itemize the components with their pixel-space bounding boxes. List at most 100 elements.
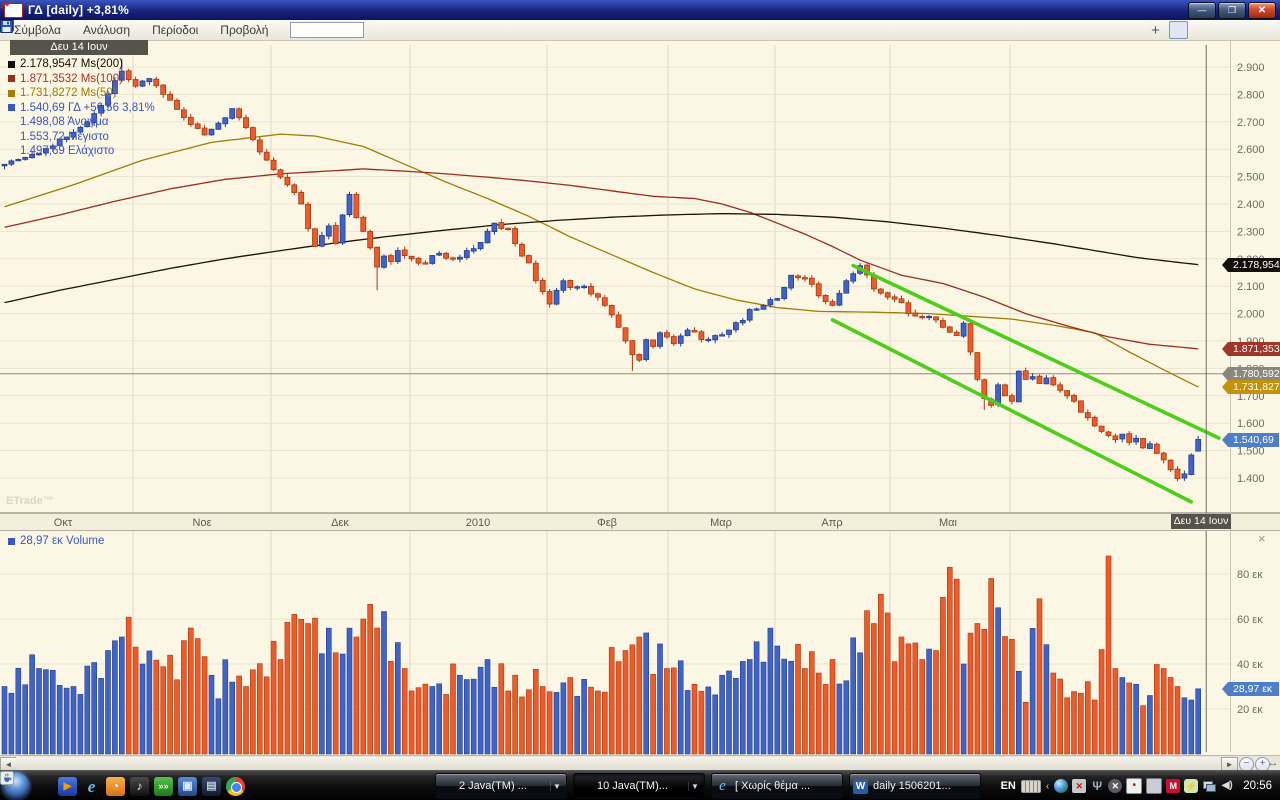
quick-launch-music-player-icon[interactable]: ♪ (130, 776, 149, 796)
volume-chart-canvas: 80 εκ 60 εκ 40 εκ 20 εκ (0, 531, 1263, 755)
quick-launch-chrome-icon[interactable] (226, 776, 245, 796)
zoom-out-button[interactable]: − (1239, 757, 1254, 772)
chart-legend: 2.178,9547 Ms(200) 1.871,3532 Ms(100) 1.73… (8, 57, 155, 159)
fit-width-button[interactable]: ↔ (1267, 757, 1279, 769)
y-tick-label: 2.800 (1237, 89, 1265, 101)
tray-collapse-icon[interactable]: ‹ (1045, 780, 1050, 792)
dots-grid-tool-icon[interactable] (1, 21, 1232, 38)
legend-text: 1.553,72 Μέγιστο (20, 130, 109, 143)
watermark: ETrade™ (6, 495, 54, 507)
legend-line: 1.540,69 ΓΔ +56,56 3,81% (8, 101, 155, 116)
taskbar-window-button[interactable]: 2 Java(TM) ... ▼ (0, 771, 567, 799)
x-axis-label: Δεκ (331, 517, 349, 529)
y-tick-label: 2.100 (1237, 281, 1265, 293)
system-tray: EN ‹ ✕ Ψ ✕ • M ⚡ ◀) 20:56 (995, 776, 1280, 796)
quick-launch-media-player-icon[interactable]: ▶ (58, 776, 77, 796)
tray-network-icon[interactable] (1202, 779, 1217, 793)
legend-text: 1.498,08 Άνοιγμα (20, 116, 109, 128)
candles (1, 59, 1202, 482)
quick-launch-console-icon[interactable]: ▤ (202, 776, 221, 796)
taskbar-windows: 2 Java(TM) ... ▼ 10 Java(TM)... ▼ e [ Χωρίς θ… (0, 771, 981, 799)
volume-swatch (8, 537, 15, 545)
volume-pane[interactable]: 80 εκ 60 εκ 40 εκ 20 εκ 28,97 εκ Volume × 2… (0, 530, 1280, 756)
search-icon[interactable] (1, 21, 386, 37)
minimize-button[interactable]: — (1188, 1, 1216, 19)
tray-battery-icon[interactable]: ⚡ (1184, 779, 1199, 793)
tray-monitor-alert-icon[interactable]: • (1126, 778, 1143, 794)
save-icon[interactable] (0, 20, 1276, 38)
horizontal-scrollbar[interactable]: ◄ ► − + ↔ (0, 755, 1280, 772)
legend-swatch (8, 104, 15, 112)
tray-display-icon[interactable] (1146, 778, 1163, 794)
menu-analysis[interactable]: Ανάλυση (83, 23, 131, 37)
y-tick-label: 2.000 (1237, 309, 1265, 321)
price-axis-badge: 1.780,592 (1222, 366, 1280, 381)
taskbar-window-label: [ Χωρίς θέμα ... (735, 780, 811, 792)
app-chart-icon (0, 0, 23, 18)
x-axis-label: Απρ (821, 517, 842, 529)
title-bar: ΓΔ [daily] +3,81% — ❐ ✕ (0, 0, 1280, 20)
menu-symbols[interactable]: Σύμβολα (14, 23, 61, 37)
tray-updater-icon[interactable] (1054, 779, 1069, 793)
y-tick-label: 2.400 (1237, 199, 1265, 211)
legend-swatch (8, 60, 15, 68)
quick-launch-green-audio-icon[interactable]: »» (154, 776, 173, 796)
taskbar-window-button[interactable]: e [ Χωρίς θέμα ... (711, 773, 843, 799)
tray-speaker-icon[interactable]: ◀) (1221, 780, 1233, 791)
quick-launch-internet-explorer-icon[interactable]: e (87, 776, 96, 796)
x-axis-label: Νοε (193, 517, 212, 529)
trendline-tool-icon[interactable] (0, 21, 1210, 38)
taskbar-clock[interactable]: 20:56 (1243, 780, 1272, 792)
legend-text: 2.178,9547 Ms(200) (20, 58, 123, 70)
legend-swatch (8, 89, 15, 97)
pointer-tool-icon[interactable] (0, 20, 1142, 38)
cursor-date-axis-badge: Δευ 14 Ιουν (1171, 514, 1231, 529)
menu-periods[interactable]: Περίοδοι (152, 23, 199, 37)
language-indicator[interactable]: EN (1000, 780, 1016, 792)
keyboard-icon[interactable] (1020, 779, 1041, 793)
scrollbar-track[interactable] (16, 757, 1220, 770)
legend-line: 1.871,3532 Ms(100) (8, 72, 155, 87)
chart-tool-icon[interactable] (0, 20, 1254, 38)
legend-line: 1.498,08 Άνοιγμα (8, 115, 155, 130)
drawing-toolbar: + (0, 20, 1280, 39)
legend-line: 1.731,8272 Ms(50) (8, 86, 155, 101)
legend-swatch (8, 75, 15, 83)
pane-close-icon[interactable]: × (1258, 531, 1266, 546)
tray-blocked-icon[interactable]: ✕ (1108, 779, 1123, 793)
taskbar: ▶ e ◔ ♪»» ▣ ▤ 2 Java(TM) ... ▼ 10 Java(TM)... ▼ e… (0, 770, 1280, 800)
tray-wireless-icon[interactable]: Ψ (1092, 779, 1103, 793)
tray-shield-error-icon[interactable]: ✕ (1072, 779, 1087, 793)
legend-line: 2.178,9547 Ms(200) (8, 57, 155, 72)
window-title: ΓΔ [daily] +3,81% (28, 3, 129, 17)
restore-button[interactable]: ❐ (1218, 1, 1246, 19)
y-tick-label: 1.400 (1237, 473, 1265, 485)
tray-mcafee-icon[interactable]: M (1166, 779, 1181, 793)
ma-line-Ms(50) (4, 133, 1199, 388)
crosshair-tool-icon[interactable]: + (1151, 21, 1160, 39)
legend-text: 1.497,69 Ελάχιστο (20, 145, 115, 157)
y-tick-label: 1.500 (1237, 446, 1265, 458)
y-tick-label: 2.600 (1237, 144, 1265, 156)
price-axis-badge: 1.731,827 (1222, 380, 1280, 395)
taskbar-window-label: daily 1506201... (873, 780, 951, 792)
volume-tick-label: 80 εκ (1237, 569, 1263, 581)
close-button[interactable]: ✕ (1248, 1, 1276, 19)
taskbar-window-button[interactable]: 10 Java(TM)... ▼ (0, 771, 705, 799)
menu-view[interactable]: Προβολή (220, 23, 269, 37)
quick-launch-remote-windows-icon[interactable]: ▣ (178, 776, 197, 796)
legend-text: 1.731,8272 Ms(50) (20, 87, 117, 99)
taskbar-window-label: 2 Java(TM) ... (459, 780, 527, 792)
grid-tool-icon[interactable] (0, 20, 1188, 39)
price-axis-badge: 2.178,954 (1222, 257, 1280, 272)
symbol-search-input[interactable] (290, 22, 365, 38)
quick-launch-clock-app-icon[interactable]: ◔ (106, 776, 125, 796)
taskbar-group-dropdown-icon[interactable]: ▼ (688, 781, 701, 791)
taskbar-group-dropdown-icon[interactable]: ▼ (550, 781, 563, 791)
price-chart-pane[interactable]: Οκτ Νοε Δεκ 2010 Φεβ Μαρ Απρ Μαι 2.900 2.800 2.700… (0, 40, 1280, 530)
x-axis-label: Φεβ (597, 517, 617, 529)
y-tick-label: 2.500 (1237, 172, 1265, 184)
x-axis-label: Οκτ (54, 517, 73, 529)
